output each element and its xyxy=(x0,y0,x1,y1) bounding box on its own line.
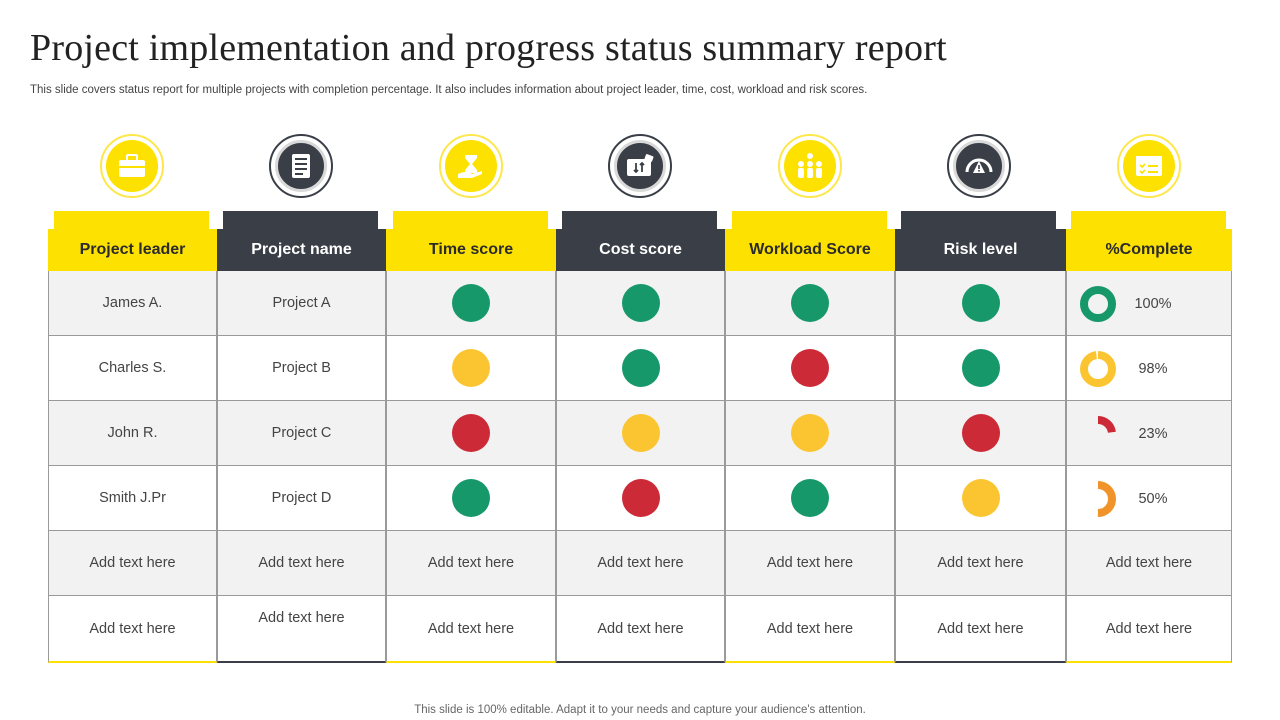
table-cell xyxy=(557,401,724,466)
placeholder-cell: Add text here xyxy=(1067,531,1231,596)
status-indicator-red xyxy=(791,349,829,387)
col-header-workload-score: Workload Score xyxy=(725,229,895,271)
table-cell: Project D xyxy=(218,466,385,531)
header-tab xyxy=(393,211,548,231)
col-header-project-leader: Project leader xyxy=(48,229,217,271)
col-header-risk-level: Risk level xyxy=(895,229,1066,271)
gauge-warning-icon xyxy=(947,134,1011,198)
header-tab xyxy=(223,211,378,231)
completion-percent: 50% xyxy=(1138,490,1168,507)
placeholder-cell: Add text here xyxy=(726,531,894,596)
table-cell xyxy=(726,401,894,466)
status-indicator-green xyxy=(452,479,490,517)
completion-cell: 100% xyxy=(1067,271,1231,336)
completion-ring xyxy=(1080,351,1116,387)
header-tab xyxy=(562,211,717,231)
checklist-icon xyxy=(1117,134,1181,198)
completion-ring xyxy=(1080,286,1116,322)
placeholder-cell: Add text here xyxy=(937,620,1024,637)
hourglass-hand-icon xyxy=(439,134,503,198)
placeholder-cell: Add text here xyxy=(258,610,345,626)
col-header-project-name: Project name xyxy=(217,229,386,271)
table-cell xyxy=(387,271,555,336)
team-icon xyxy=(778,134,842,198)
table-column: Add text here Add text here xyxy=(725,271,895,663)
completion-ring xyxy=(1080,481,1116,517)
placeholder-cell: Add text here xyxy=(766,620,854,637)
table-cell xyxy=(896,466,1065,531)
document-icon xyxy=(269,134,333,198)
status-indicator-yellow xyxy=(791,414,829,452)
placeholder-cell: Add text here xyxy=(557,531,724,596)
placeholder-cell: Add text here xyxy=(1105,620,1193,637)
table-column: Add text here Add text here xyxy=(895,271,1066,663)
completion-ring xyxy=(1080,416,1116,452)
table-column: Add text here Add text here xyxy=(386,271,556,663)
placeholder-cell: Add text here xyxy=(49,531,216,596)
col-header-time-score: Time score xyxy=(386,229,556,271)
status-indicator-green xyxy=(621,284,660,322)
table-cell xyxy=(387,336,555,401)
header-tab xyxy=(1071,211,1226,231)
table-cell: Project B xyxy=(218,336,385,401)
status-indicator-yellow xyxy=(961,479,1000,517)
table-cell xyxy=(896,336,1065,401)
table-column: Add text here Add text here xyxy=(556,271,725,663)
status-indicator-red xyxy=(452,414,490,452)
page-title: Project implementation and progress stat… xyxy=(30,27,947,69)
status-indicator-green xyxy=(621,349,660,387)
table-cell xyxy=(557,466,724,531)
table-cell: James A. xyxy=(49,271,216,336)
placeholder-cell: Add text here xyxy=(387,531,555,596)
status-indicator-green xyxy=(961,349,1000,387)
status-indicator-green xyxy=(452,284,490,322)
completion-cell: 23% xyxy=(1067,401,1231,466)
completion-cell: 98% xyxy=(1067,336,1231,401)
completion-percent: 100% xyxy=(1134,295,1172,312)
status-indicator-red xyxy=(961,414,1000,452)
table-cell xyxy=(387,466,555,531)
table-column: 100% 98% 23% 50% Add text here Add text here xyxy=(1066,271,1232,663)
table-cell xyxy=(896,401,1065,466)
status-indicator-green xyxy=(791,284,829,322)
completion-percent: 23% xyxy=(1138,425,1168,442)
footer-note: This slide is 100% editable. Adapt it to… xyxy=(414,704,866,716)
header-tab xyxy=(732,211,887,231)
table-column: James A. Charles S. John R. Smith J.Pr Add t… xyxy=(48,271,217,663)
table-cell: Smith J.Pr xyxy=(49,466,216,531)
header-tab xyxy=(901,211,1056,231)
table-cell xyxy=(557,271,724,336)
table-cell: Charles S. xyxy=(49,336,216,401)
table-cell xyxy=(726,271,894,336)
placeholder-cell: Add text here xyxy=(89,620,176,637)
table-cell xyxy=(387,401,555,466)
table-cell xyxy=(726,466,894,531)
wallet-icon xyxy=(608,134,672,198)
table-cell: John R. xyxy=(49,401,216,466)
completion-percent: 98% xyxy=(1138,360,1168,377)
col-header-percent-complete: %Complete xyxy=(1066,229,1232,271)
status-indicator-red xyxy=(621,479,660,517)
briefcase-icon xyxy=(100,134,164,198)
placeholder-cell: Add text here xyxy=(597,620,684,637)
status-indicator-yellow xyxy=(452,349,490,387)
table-cell xyxy=(896,271,1065,336)
status-indicator-green xyxy=(791,479,829,517)
table-column: Project A Project B Project C Project D Add … xyxy=(217,271,386,663)
col-header-cost-score: Cost score xyxy=(556,229,725,271)
status-indicator-yellow xyxy=(621,414,660,452)
table-cell: Project C xyxy=(218,401,385,466)
page-subtitle: This slide covers status report for mult… xyxy=(30,84,868,96)
completion-cell: 50% xyxy=(1067,466,1231,531)
table-cell: Project A xyxy=(218,271,385,336)
placeholder-cell: Add text here xyxy=(427,620,515,637)
header-tab xyxy=(54,211,209,231)
status-indicator-green xyxy=(961,284,1000,322)
placeholder-cell: Add text here xyxy=(896,531,1065,596)
table-cell xyxy=(557,336,724,401)
table-cell xyxy=(726,336,894,401)
placeholder-cell: Add text here xyxy=(218,531,385,596)
